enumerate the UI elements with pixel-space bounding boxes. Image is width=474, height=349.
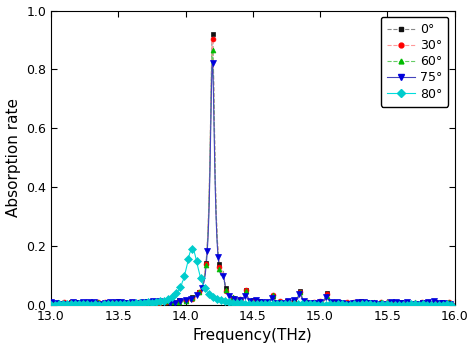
Y-axis label: Absorption rate: Absorption rate — [6, 98, 20, 217]
X-axis label: Frequency(THz): Frequency(THz) — [193, 328, 313, 343]
Legend: 0°, 30°, 60°, 75°, 80°: 0°, 30°, 60°, 75°, 80° — [381, 17, 448, 107]
